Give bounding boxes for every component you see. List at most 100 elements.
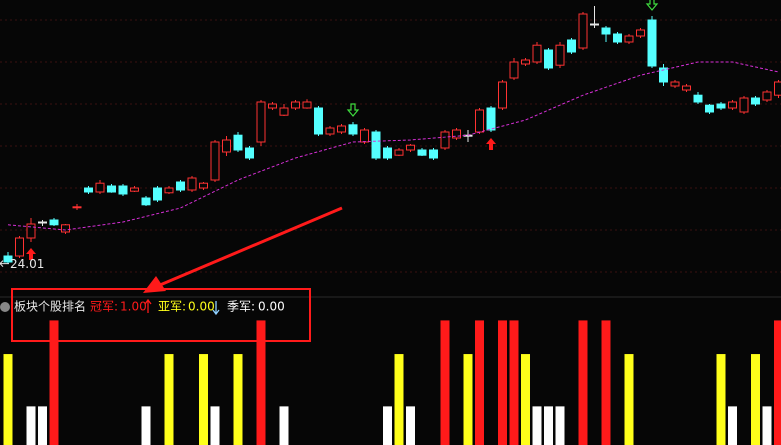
candles: 24.01	[0, 0, 781, 271]
bar	[762, 406, 772, 445]
candle-body	[636, 29, 645, 37]
candle-body	[187, 177, 197, 191]
candle-body	[544, 49, 553, 69]
bar	[544, 406, 553, 445]
candle-body	[728, 101, 737, 109]
candle-body	[751, 97, 760, 105]
bar	[256, 320, 266, 445]
candle-body	[302, 101, 312, 109]
candle-body	[682, 85, 691, 91]
sell-signal	[645, 0, 659, 11]
candle-body	[325, 127, 335, 135]
candle-body	[49, 219, 59, 226]
bar	[555, 406, 565, 445]
bar	[716, 354, 726, 445]
bar	[38, 406, 47, 445]
bar	[601, 320, 611, 445]
candle-body	[670, 81, 680, 87]
candle-body	[84, 187, 93, 193]
legend-value: 0.00	[258, 300, 285, 314]
bar	[532, 406, 542, 445]
bar	[751, 354, 760, 445]
low-label-arrow	[0, 260, 9, 267]
candle-body	[233, 134, 243, 151]
candle-body	[578, 13, 588, 49]
grid	[0, 19, 781, 273]
candle-body	[383, 147, 392, 159]
candle-body	[256, 101, 266, 143]
legend-label: 季军:	[227, 300, 255, 314]
candle-body	[107, 185, 116, 193]
bar	[463, 354, 473, 445]
bar	[624, 354, 634, 445]
candle-body	[509, 61, 519, 79]
candle-body	[475, 109, 484, 133]
candle-body	[164, 187, 174, 194]
legend-value: 1.00	[120, 300, 147, 314]
candle-body	[452, 129, 461, 139]
bar	[406, 406, 415, 445]
candle-body	[176, 181, 185, 191]
candle-body	[705, 104, 714, 113]
candle-body	[739, 97, 749, 113]
bar	[233, 354, 243, 445]
lower-panel	[3, 320, 781, 445]
legend-down-arrow	[212, 301, 220, 316]
legend-up-arrow	[144, 298, 152, 313]
candle-body	[647, 19, 657, 67]
candle-body	[371, 131, 381, 159]
candle-body	[314, 107, 323, 135]
candle-body	[118, 185, 128, 195]
candle-body	[532, 44, 542, 63]
candle-body	[498, 81, 507, 109]
bar	[26, 406, 36, 445]
bar	[210, 406, 220, 445]
low-label: 24.01	[10, 257, 44, 271]
candle-body	[268, 103, 277, 109]
bar	[279, 406, 289, 445]
candle-body	[291, 101, 300, 109]
annotation-arrow	[159, 206, 343, 287]
candle-body	[210, 141, 220, 181]
candle-body	[693, 94, 703, 103]
bar	[509, 320, 519, 445]
candle-body	[440, 131, 450, 149]
candle-body	[130, 187, 139, 192]
candle-body	[774, 81, 781, 96]
candle-body	[38, 221, 47, 224]
bar	[475, 320, 484, 445]
candle-body	[716, 103, 726, 109]
candle-body	[659, 67, 668, 83]
candle-body	[15, 237, 24, 257]
candle-body	[222, 139, 231, 153]
candle-body	[555, 44, 565, 66]
candle-body	[348, 124, 358, 135]
candle-body	[601, 27, 611, 35]
candle-body	[486, 107, 496, 131]
panel-icon[interactable]	[0, 302, 10, 312]
candle-body	[61, 224, 70, 233]
candle-body	[417, 149, 427, 156]
candle-body	[72, 206, 82, 209]
bar	[164, 354, 174, 445]
candle-body	[337, 125, 346, 133]
legend-label: 亚军:	[158, 300, 186, 314]
panel-title: 板块个股排名	[14, 299, 86, 314]
bar	[141, 406, 151, 445]
candle-body	[3, 255, 13, 263]
candle-body	[279, 107, 289, 116]
bar	[440, 320, 450, 445]
bar	[498, 320, 507, 445]
bar	[578, 320, 588, 445]
candle-body	[613, 33, 622, 43]
annotation-arrowhead	[143, 276, 166, 293]
bar	[383, 406, 392, 445]
candle-body	[762, 91, 772, 101]
buy-signal	[486, 138, 496, 150]
candle-body	[394, 149, 404, 156]
sell-signal	[346, 103, 360, 117]
bar	[49, 320, 59, 445]
buy-signal	[26, 248, 36, 260]
candle-body	[26, 223, 36, 239]
